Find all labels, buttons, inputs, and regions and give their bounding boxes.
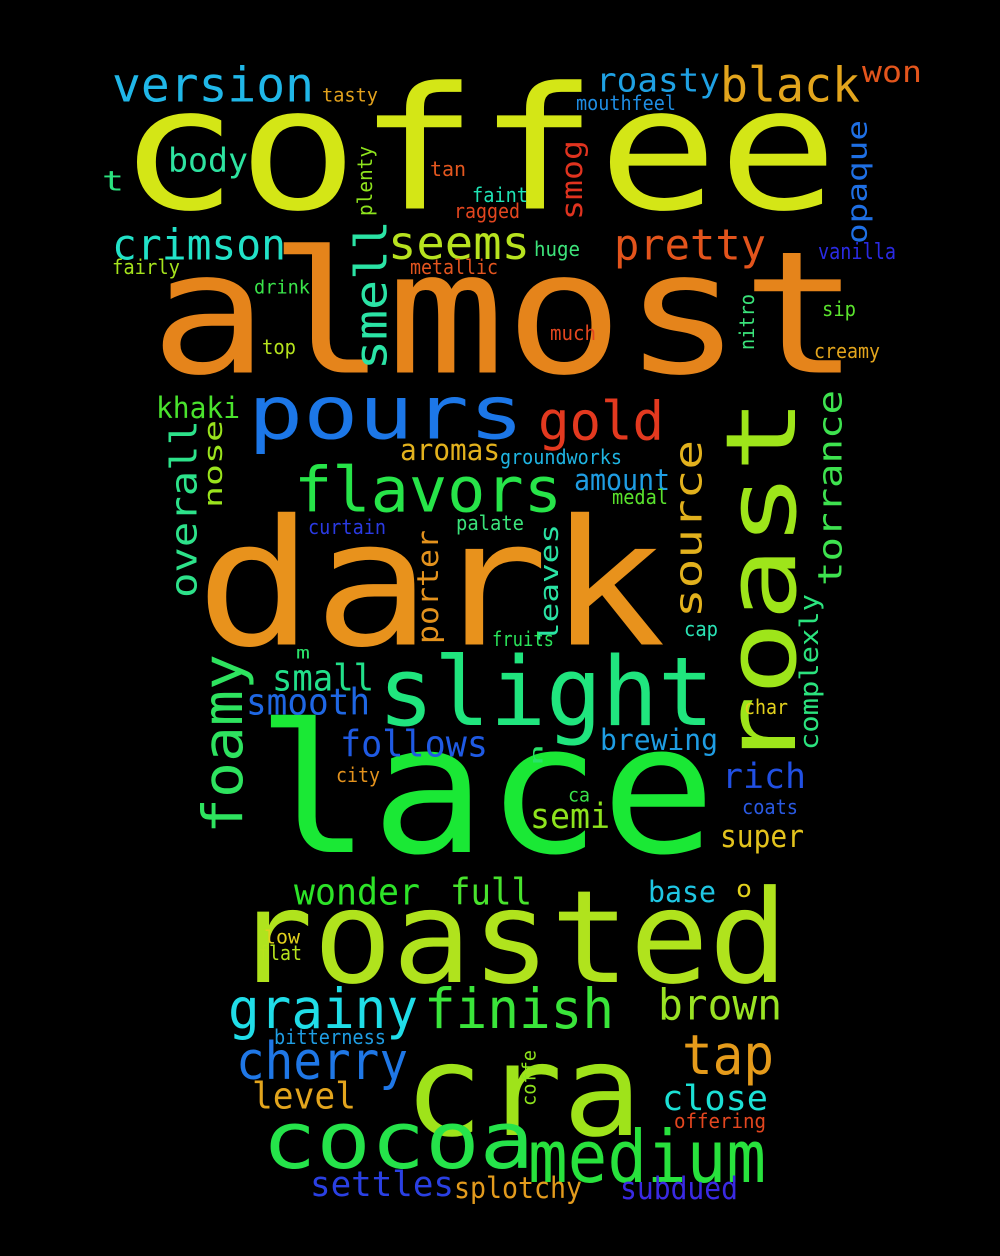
word-coffee: coffee (118, 52, 838, 250)
word-tan: tan (430, 157, 466, 181)
word-pretty: pretty (614, 221, 766, 270)
word-medium: medium (528, 1115, 766, 1199)
word-grainy: grainy (228, 978, 418, 1042)
word-coats: coats (742, 795, 798, 819)
word-amount: amount (574, 463, 670, 497)
word-huge: huge (534, 237, 580, 261)
word-lace: lace (256, 686, 716, 895)
word-n: n (528, 744, 547, 766)
word-wonder: wonder (294, 871, 420, 914)
word-coffe: coffe (520, 1050, 541, 1106)
word-o: o (736, 875, 752, 903)
word-much: much (550, 321, 596, 345)
word-cherry: cherry (236, 1032, 408, 1092)
word-char: char (744, 695, 788, 719)
word-sip: sip (822, 297, 856, 321)
word-roast: roast (704, 398, 818, 770)
word-curtain: curtain (308, 515, 386, 539)
word-super: super (720, 819, 804, 855)
word-cap: cap (684, 617, 718, 641)
word-base: base (648, 875, 716, 909)
word-porter: porter (411, 530, 445, 644)
word-finish: finish (424, 978, 614, 1042)
word-ca: ca (568, 786, 590, 807)
word-gold: gold (538, 390, 664, 453)
word-metallic: metallic (410, 255, 498, 279)
word-slight: slight (378, 636, 714, 748)
word-t: t (102, 165, 124, 198)
word-black: black (720, 59, 860, 114)
word-opaque: opaque (841, 120, 874, 244)
word-small: small (272, 657, 374, 700)
word-fairly: fairly (112, 255, 180, 279)
word-brown: brown (658, 981, 782, 1030)
word-city: city (336, 763, 380, 787)
word-low: low (264, 928, 301, 949)
word-level: level (252, 1075, 356, 1118)
word-medal: medal (612, 485, 668, 509)
word-follows: follows (340, 723, 488, 766)
word-semi: semi (530, 797, 610, 837)
word-close: close (662, 1079, 768, 1119)
word-roasty: roasty (596, 61, 720, 100)
word-creamy: creamy (814, 339, 880, 363)
word-smooth: smooth (246, 681, 370, 724)
word-top: top (262, 335, 296, 359)
word-vanilla: vanilla (818, 239, 896, 265)
word-complexly: complexly (795, 594, 825, 750)
word-nose: nose (199, 420, 229, 508)
word-offering: offering (674, 1109, 766, 1133)
word-settles: settles (310, 1165, 454, 1205)
word-roasted: roasted (234, 863, 788, 1013)
word-tap: tap (682, 1024, 774, 1088)
word-pours: pours (248, 372, 524, 457)
word-cocoa: cocoa (262, 1095, 534, 1187)
word-subdued: subdued (620, 1171, 738, 1207)
word-palate: palate (456, 511, 524, 535)
word-full: full (450, 871, 532, 914)
word-mouthfeel: mouthfeel (576, 91, 676, 115)
word-tasty: tasty (322, 86, 378, 107)
word-rich: rich (722, 757, 806, 797)
word-m: m (296, 644, 310, 663)
word-faint: faint (472, 183, 528, 207)
word-groundworks: groundworks (500, 445, 622, 469)
word-seems: seems (388, 216, 530, 270)
word-ragged: ragged (454, 199, 520, 223)
word-dark: dark (196, 484, 666, 687)
word-drink: drink (254, 278, 310, 299)
word-splotchy: splotchy (454, 1171, 582, 1205)
word-bitterness: bitterness (274, 1025, 386, 1049)
word-body: body (168, 141, 248, 180)
word-aromas: aromas (400, 433, 500, 467)
word-brewing: brewing (600, 723, 718, 757)
word-almost: almost (150, 216, 860, 414)
word-won: won (862, 55, 922, 89)
word-fruits: fruits (492, 627, 554, 651)
word-crimson: crimson (112, 221, 286, 270)
word-plenty: plenty (353, 146, 377, 216)
word-flat: flat (258, 941, 302, 965)
word-torrance: torrance (811, 390, 850, 586)
word-cra: cra (404, 1017, 642, 1165)
word-overall: overall (163, 420, 206, 598)
word-flavors: flavors (294, 454, 562, 527)
word-smog: smog (555, 140, 589, 220)
word-leaves: leaves (535, 524, 565, 642)
word-smell: smell (347, 220, 398, 370)
word-version: version (112, 59, 314, 114)
word-nitro: nitro (735, 294, 759, 350)
word-khaki: khaki (156, 391, 240, 425)
word-source: source (667, 440, 712, 618)
word-foamy: foamy (192, 654, 256, 834)
